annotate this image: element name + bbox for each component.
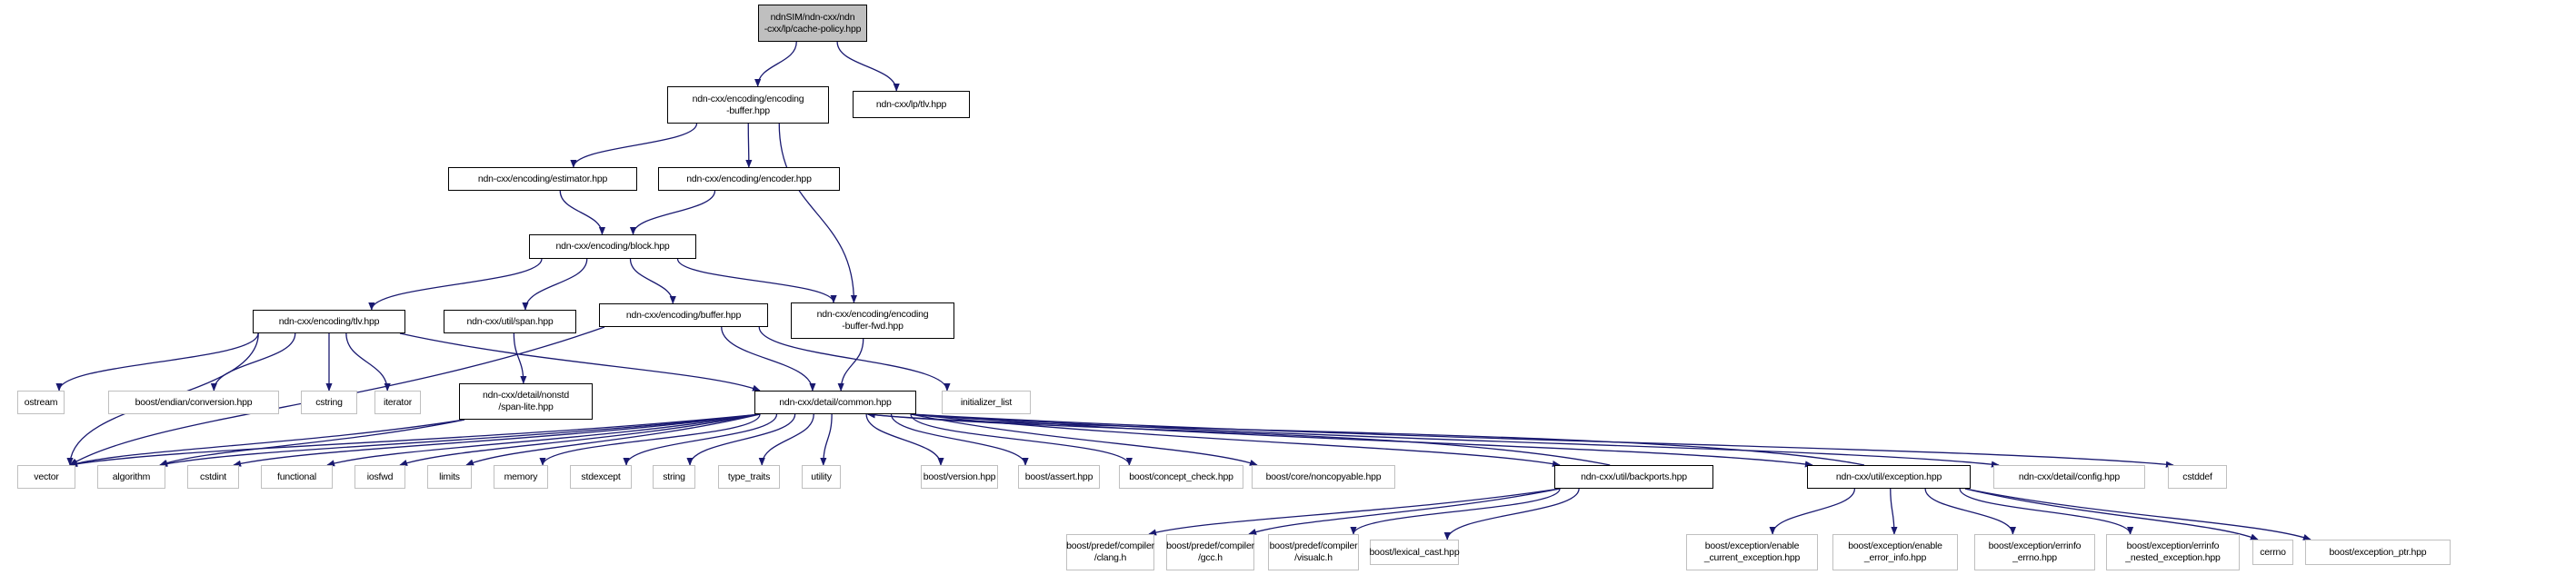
- edge-estimator-to-block: [559, 190, 606, 235]
- edge-common-to-typetraits: [758, 413, 814, 466]
- graph-node-clang[interactable]: boost/predef/compiler /clang.h: [1066, 534, 1154, 570]
- edge-block-to-span: [522, 258, 588, 311]
- graph-node-bnoncopy[interactable]: boost/core/noncopyable.hpp: [1252, 465, 1395, 489]
- edge-common-to-cstdint: [233, 413, 761, 467]
- graph-node-common[interactable]: ndn-cxx/detail/common.hpp: [754, 391, 916, 414]
- graph-node-algorithm[interactable]: algorithm: [97, 465, 165, 489]
- graph-node-span[interactable]: ndn-cxx/util/span.hpp: [444, 310, 576, 333]
- graph-node-vector[interactable]: vector: [17, 465, 75, 489]
- graph-node-estimator[interactable]: ndn-cxx/encoding/estimator.hpp: [448, 167, 637, 191]
- graph-node-excptr[interactable]: boost/exception_ptr.hpp: [2305, 540, 2451, 565]
- graph-node-iosfwd[interactable]: iosfwd: [354, 465, 405, 489]
- edge-encbuf-to-estimator: [570, 123, 698, 168]
- edge-exception-to-encurexc: [1769, 488, 1856, 535]
- edge-exception-to-errinfoerrno: [1924, 488, 2016, 535]
- graph-node-encoder[interactable]: ndn-cxx/encoding/encoder.hpp: [658, 167, 840, 191]
- graph-node-bassert[interactable]: boost/assert.hpp: [1018, 465, 1100, 489]
- edge-common-to-memory: [539, 413, 761, 466]
- edge-exception-to-common: [866, 411, 1865, 466]
- edge-common-to-iosfwd: [399, 413, 761, 466]
- edge-backports-to-gcc: [1248, 488, 1561, 535]
- graph-node-backports[interactable]: ndn-cxx/util/backports.hpp: [1554, 465, 1713, 489]
- edge-common-to-limits: [465, 413, 761, 466]
- edge-common-to-cstddef: [910, 413, 2174, 468]
- graph-node-utility[interactable]: utility: [802, 465, 841, 489]
- graph-node-bconcept[interactable]: boost/concept_check.hpp: [1119, 465, 1243, 489]
- graph-node-bufwd[interactable]: ndn-cxx/encoding/encoding -buffer-fwd.hp…: [791, 302, 954, 339]
- edge-buffer-to-vector: [69, 326, 605, 466]
- edge-common-to-algorithm: [159, 413, 761, 467]
- graph-node-limits[interactable]: limits: [427, 465, 472, 489]
- graph-node-spanlite[interactable]: ndn-cxx/detail/nonstd /span-lite.hpp: [459, 383, 593, 420]
- edge-backports-to-clang: [1148, 488, 1561, 536]
- edge-common-to-functional: [326, 413, 761, 467]
- graph-node-visualc[interactable]: boost/predef/compiler /visualc.h: [1268, 534, 1359, 570]
- graph-node-bversion[interactable]: boost/version.hpp: [921, 465, 998, 489]
- graph-node-enerrinfo[interactable]: boost/exception/enable _error_info.hpp: [1832, 534, 1958, 570]
- graph-node-functional[interactable]: functional: [261, 465, 333, 489]
- edge-common-to-string: [686, 413, 796, 466]
- edge-root-to-lptlv: [836, 41, 900, 92]
- graph-node-config[interactable]: ndn-cxx/detail/config.hpp: [1993, 465, 2145, 489]
- graph-node-cstddef[interactable]: cstddef: [2168, 465, 2227, 489]
- edge-block-to-enctlv: [368, 258, 543, 311]
- edge-backports-to-visualc: [1350, 488, 1561, 535]
- graph-node-iterator[interactable]: iterator: [374, 391, 421, 414]
- edge-bufwd-to-common: [837, 338, 864, 392]
- edge-common-to-bversion: [865, 413, 944, 466]
- graph-node-cstdint[interactable]: cstdint: [187, 465, 239, 489]
- edge-backports-to-common: [866, 411, 1611, 466]
- edge-common-to-bconcept: [910, 413, 1133, 466]
- edge-common-to-vector: [69, 413, 761, 468]
- edge-spanlite-to-vector: [69, 419, 465, 467]
- graph-node-cerrno[interactable]: cerrno: [2252, 540, 2293, 565]
- edge-enctlv-to-endian: [210, 332, 296, 392]
- edge-span-to-spanlite: [513, 332, 527, 384]
- edge-spanlite-to-algorithm: [159, 419, 465, 466]
- edge-buffer-to-initlist: [758, 326, 951, 392]
- graph-node-exception[interactable]: ndn-cxx/util/exception.hpp: [1807, 465, 1971, 489]
- graph-node-initlist[interactable]: initializer_list: [942, 391, 1031, 414]
- graph-node-stdexcept[interactable]: stdexcept: [570, 465, 632, 489]
- edge-common-to-utility: [820, 413, 833, 466]
- graph-node-errinfonested[interactable]: boost/exception/errinfo _nested_exceptio…: [2106, 534, 2240, 570]
- edge-common-to-bnoncopy: [910, 413, 1258, 466]
- edge-root-to-encbuf: [754, 41, 797, 87]
- graph-node-endian[interactable]: boost/endian/conversion.hpp: [108, 391, 279, 414]
- edge-buffer-to-common: [721, 326, 816, 392]
- graph-node-root: ndnSIM/ndn-cxx/ndn -cxx/lp/cache-policy.…: [758, 5, 867, 42]
- graph-node-encurexc[interactable]: boost/exception/enable _current_exceptio…: [1686, 534, 1818, 570]
- edge-enctlv-to-ostream: [55, 332, 259, 392]
- graph-node-ostream[interactable]: ostream: [17, 391, 65, 414]
- graph-node-errinfoerrno[interactable]: boost/exception/errinfo _errno.hpp: [1974, 534, 2095, 570]
- edge-backports-to-lexcast: [1443, 488, 1580, 540]
- edge-common-to-bassert: [890, 413, 1029, 466]
- graph-node-encbuf[interactable]: ndn-cxx/encoding/encoding -buffer.hpp: [667, 86, 829, 124]
- edge-encbuf-to-bufwd: [778, 123, 858, 303]
- graph-node-gcc[interactable]: boost/predef/compiler /gcc.h: [1166, 534, 1254, 570]
- edge-common-to-stdexcept: [623, 413, 778, 466]
- edge-exception-to-errinfonested: [1959, 488, 2134, 535]
- edge-exception-to-excptr: [1964, 488, 2311, 540]
- graph-node-memory[interactable]: memory: [494, 465, 548, 489]
- edge-enctlv-to-iterator: [345, 332, 391, 392]
- edge-common-to-backports: [910, 413, 1561, 468]
- graph-node-lptlv[interactable]: ndn-cxx/lp/tlv.hpp: [853, 91, 970, 118]
- graph-node-buffer[interactable]: ndn-cxx/encoding/buffer.hpp: [599, 303, 768, 327]
- edge-exception-to-enerrinfo: [1890, 488, 1898, 535]
- edge-block-to-buffer: [629, 258, 676, 304]
- graph-node-block[interactable]: ndn-cxx/encoding/block.hpp: [529, 234, 696, 259]
- graph-node-cstring[interactable]: cstring: [301, 391, 357, 414]
- edge-enctlv-to-common: [399, 332, 761, 392]
- edge-block-to-bufwd: [676, 258, 837, 303]
- edge-encoder-to-block: [629, 190, 716, 235]
- graph-node-lexcast[interactable]: boost/lexical_cast.hpp: [1370, 540, 1460, 565]
- graph-node-typetraits[interactable]: type_traits: [718, 465, 780, 489]
- edge-exception-to-cerrno: [1964, 488, 2259, 540]
- edge-encbuf-to-encoder: [745, 123, 753, 168]
- graph-node-enctlv[interactable]: ndn-cxx/encoding/tlv.hpp: [253, 310, 405, 333]
- graph-node-string[interactable]: string: [653, 465, 695, 489]
